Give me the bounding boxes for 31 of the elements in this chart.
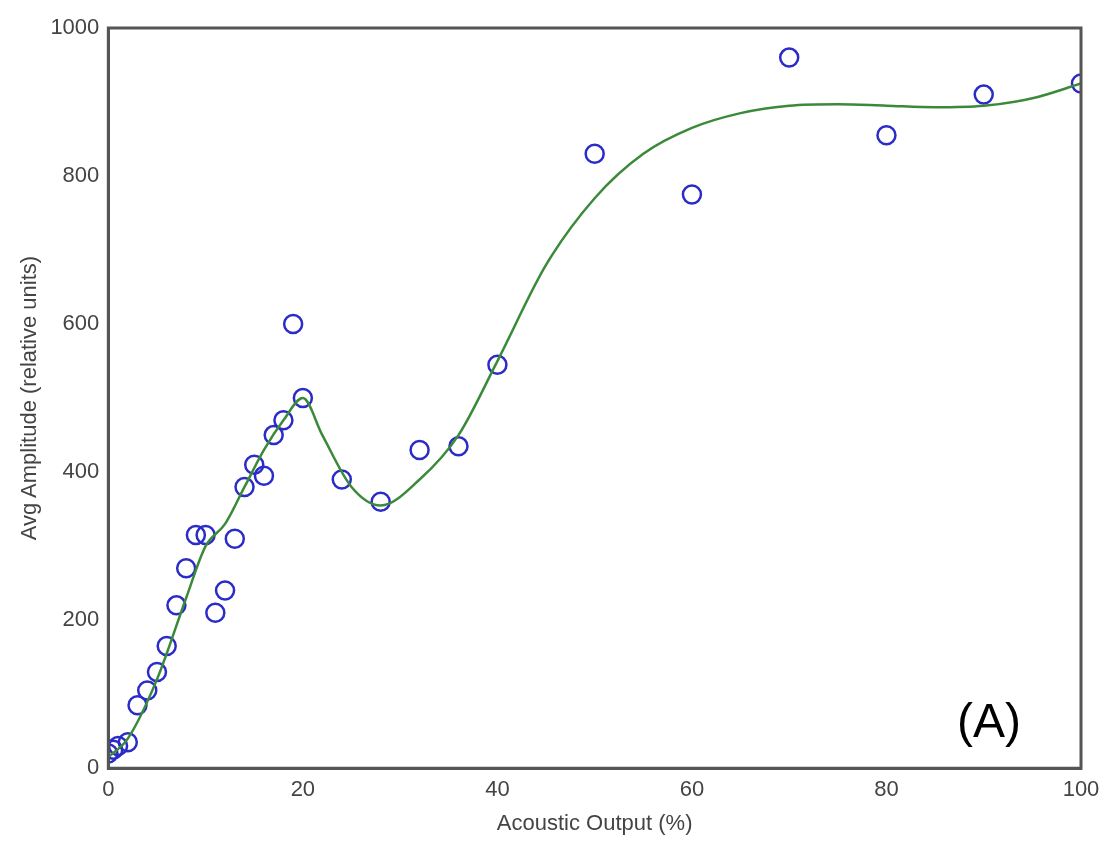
y-tick-label: 800: [62, 162, 100, 188]
y-tick-label: 1000: [50, 14, 100, 40]
point: [108, 735, 129, 757]
point: [263, 424, 284, 446]
point: [253, 465, 275, 487]
y-tick-label: 600: [62, 310, 100, 336]
y-tick-label: 0: [87, 754, 100, 780]
point: [409, 439, 430, 461]
annotation: (A): [957, 694, 1021, 748]
point: [214, 580, 236, 601]
y-tick-label: 200: [62, 606, 100, 632]
x-tick-label: 60: [679, 776, 705, 802]
y-axis-title: Avg Amplitude (relative units): [16, 255, 42, 541]
point: [681, 184, 703, 205]
x-tick-label: 80: [874, 776, 899, 802]
point: [973, 84, 994, 105]
point: [876, 125, 897, 146]
point: [185, 524, 207, 546]
point: [282, 313, 304, 335]
point: [292, 387, 314, 409]
point: [205, 602, 226, 624]
point: [778, 47, 800, 68]
point: [584, 143, 605, 165]
x-tick-label: 100: [1062, 776, 1100, 802]
y-tick-label: 400: [62, 458, 100, 484]
point: [117, 732, 139, 753]
x-tick-label: 20: [290, 776, 316, 802]
point: [331, 469, 353, 490]
point: [224, 528, 246, 549]
x-axis-title: Acoustic Output (%): [496, 809, 693, 835]
x-tick-label: 40: [485, 776, 510, 802]
